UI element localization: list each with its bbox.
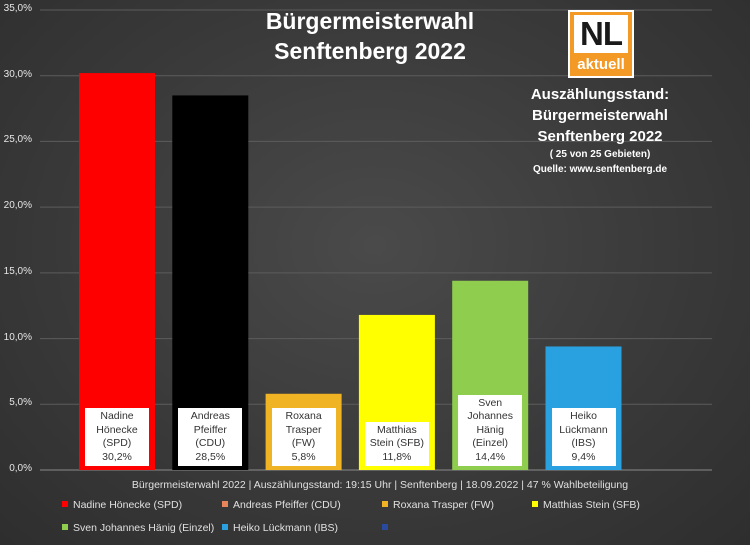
- bar-data-label-line: (Einzel): [472, 437, 508, 449]
- bar-data-label-line: Sven: [478, 396, 503, 409]
- legend-swatch: [222, 501, 228, 507]
- bar-data-label: Sven Johannes Hänig (Einzel) 14,4%: [458, 394, 523, 466]
- legend-swatch: [532, 501, 538, 507]
- info-line-3: Senftenberg 2022: [537, 128, 663, 145]
- info-line-2: Bürgermeisterwahl: [532, 107, 668, 124]
- bar-data-label-line: Johannes: [467, 410, 513, 422]
- bar: [79, 73, 155, 470]
- legend-label: Heiko Lückmann (IBS): [233, 522, 339, 534]
- legend-item: Nadine Hönecke (SPD): [62, 499, 182, 511]
- legend-item: [382, 522, 393, 534]
- logo-aktuell-text: aktuell: [577, 56, 625, 73]
- bar-data-label-line: (CDU): [195, 437, 226, 449]
- bar-data-label-line: 14,4%: [475, 450, 506, 463]
- nl-aktuell-logo: NL aktuell: [568, 10, 634, 78]
- y-tick-label: 15,0%: [3, 265, 32, 277]
- bar-data-label-line: Nadine: [100, 410, 134, 422]
- legend-swatch: [382, 501, 388, 507]
- bar-data-label-line: Heiko: [570, 410, 597, 422]
- bar-data-label-line: (IBS): [571, 437, 596, 449]
- legend-label: Nadine Hönecke (SPD): [73, 499, 183, 511]
- bar-data-label-line: Andreas: [190, 410, 230, 422]
- chart-title-line-1: Bürgermeisterwahl: [265, 8, 475, 34]
- legend-swatch: [62, 524, 68, 530]
- y-tick-label: 5,0%: [9, 397, 32, 409]
- bar-data-label-line: Pfeiffer: [193, 423, 227, 436]
- y-tick-label: 0,0%: [9, 463, 32, 474]
- legend-label: Matthias Stein (SFB): [543, 499, 640, 511]
- bar-data-label-line: 30,2%: [102, 450, 132, 463]
- legend-label: Andreas Pfeiffer (CDU): [233, 499, 341, 511]
- bar-data-label-line: Trasper: [285, 423, 322, 436]
- bar-data-label-line: Lückmann: [559, 423, 608, 436]
- bar-data-label-line: 9,4%: [571, 450, 596, 463]
- y-tick-label: 30,0%: [3, 68, 32, 80]
- legend-item: Roxana Trasper (FW): [382, 499, 494, 511]
- bar-data-label-line: Hönecke: [96, 423, 138, 436]
- chart-title: Bürgermeisterwahl Senftenberg 2022: [200, 6, 540, 66]
- bar-data-label: Nadine Hönecke (SPD) 30,2%: [85, 408, 149, 466]
- y-tick-label: 25,0%: [3, 134, 32, 146]
- bar-data-label-line: Roxana: [285, 410, 322, 422]
- bar-data-label-line: (SPD): [102, 437, 132, 449]
- y-tick-label: 10,0%: [3, 331, 32, 343]
- info-source: Quelle: www.senftenberg.de: [532, 164, 668, 175]
- legend-swatch: [62, 501, 68, 507]
- legend-label: Sven Johannes Hänig (Einzel): [73, 522, 215, 534]
- y-tick-label: 35,0%: [3, 3, 32, 14]
- y-tick-label: 20,0%: [3, 200, 32, 212]
- bar-data-label-line: (FW): [291, 437, 316, 449]
- legend-item: Heiko Lückmann (IBS): [222, 522, 338, 534]
- bar-data-label: Andreas Pfeiffer (CDU) 28,5%: [178, 408, 243, 466]
- legend-item: Matthias Stein (SFB): [532, 499, 640, 511]
- bar-data-label-line: Stein (SFB): [369, 437, 425, 449]
- info-box: Auszählungsstand: Bürgermeisterwahl Senf…: [505, 84, 695, 177]
- bar-data-label-line: Matthias: [377, 423, 417, 436]
- legend-item: Sven Johannes Hänig (Einzel): [62, 522, 214, 534]
- bar-data-label: Roxana Trasper (FW) 5,8%: [271, 408, 336, 466]
- bar-data-label-line: 11,8%: [382, 450, 412, 463]
- legend-swatch: [222, 524, 228, 530]
- chart-title-line-2: Senftenberg 2022: [274, 38, 466, 64]
- bar-data-label: Matthias Stein (SFB) 11,8%: [364, 421, 429, 466]
- footer-note: Bürgermeisterwahl 2022 | Auszählungsstan…: [131, 479, 629, 491]
- legend-swatch: [382, 524, 388, 530]
- bar-data-label-line: 5,8%: [291, 450, 316, 463]
- logo-nl-text: NL: [574, 15, 628, 53]
- info-line-4: ( 25 von 25 Gebieten): [549, 149, 651, 160]
- info-line-1: Auszählungsstand:: [530, 86, 670, 103]
- legend-item: Andreas Pfeiffer (CDU): [222, 499, 341, 511]
- bar-data-label-line: 28,5%: [195, 450, 226, 463]
- bar-data-label: Heiko Lückmann (IBS) 9,4%: [551, 408, 616, 466]
- bar-data-label-line: Hänig: [476, 423, 504, 436]
- bar: [172, 95, 249, 470]
- legend-label: Roxana Trasper (FW): [393, 499, 494, 511]
